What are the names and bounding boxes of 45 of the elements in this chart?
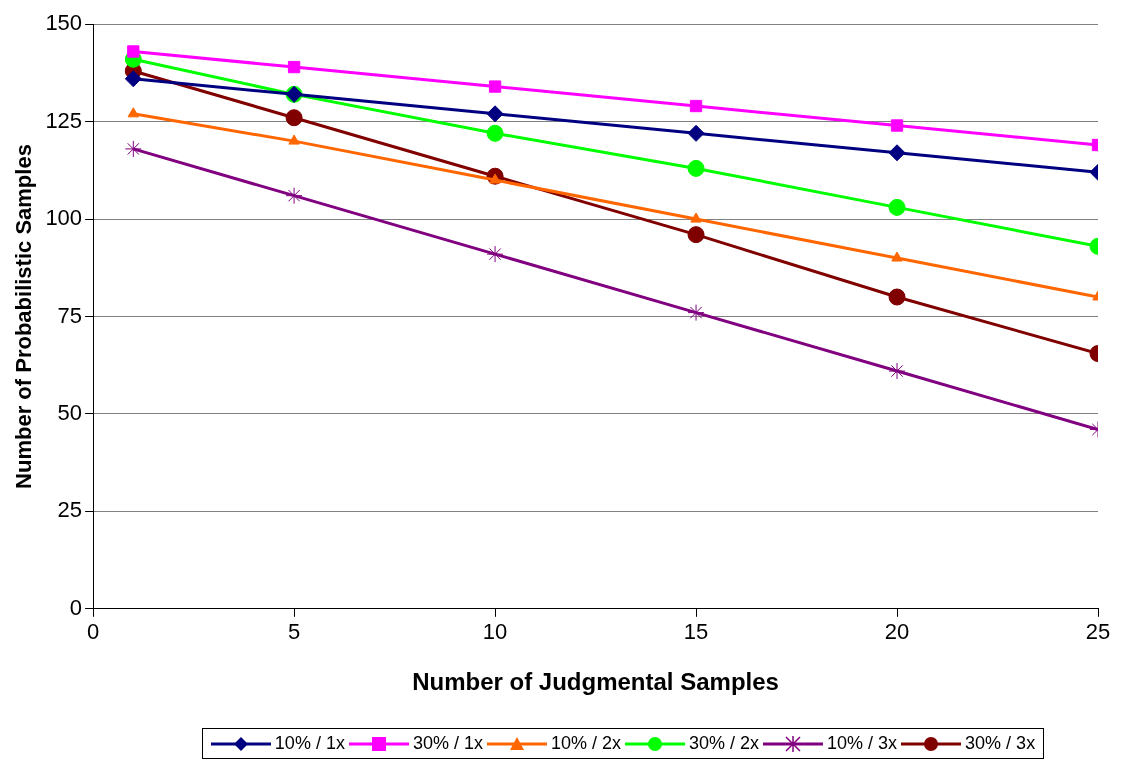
legend-label: 30% / 2x [689,733,760,753]
legend-label: 10% / 1x [274,733,345,753]
point [888,144,906,162]
point [890,119,904,132]
y-tick-label: 50 [57,400,83,425]
point [486,245,504,263]
legend-label: 10% / 2x [550,733,621,753]
y-tick-label: 150 [45,10,83,36]
y-axis-title: Number of Probabilistic Samples [11,144,37,489]
point [690,212,702,223]
point [488,80,502,93]
point [687,159,705,177]
point [486,105,504,123]
legend-label: 30% / 3x [965,733,1036,753]
x-tick-label: 0 [86,619,100,645]
y-tick-label: 25 [57,497,83,523]
x-tick-label: 20 [884,619,910,645]
point [687,304,705,322]
x-tick-label: 5 [287,619,301,645]
point [127,45,140,58]
point [888,362,906,380]
y-tick-label: 125 [45,107,83,133]
point [687,226,705,244]
y-tick-label: 75 [57,302,83,328]
point [124,140,142,158]
y-tick-label: 0 [69,594,83,620]
point [124,70,142,88]
point [486,124,504,142]
point [891,251,903,262]
y-tick-label: 100 [45,205,83,231]
point [888,288,906,306]
x-axis-title: Number of Judgmental Samples [412,668,779,696]
legend-label: 10% / 3x [827,733,898,753]
point [288,134,300,145]
point [285,187,303,205]
point [285,109,303,127]
point [127,107,139,118]
point [287,60,301,74]
x-tick-label: 15 [683,619,709,645]
x-tick-label: 10 [482,619,508,645]
point [689,99,703,113]
legend-label: 30% / 1x [412,733,483,753]
point [888,198,906,216]
x-tick-label: 25 [1085,619,1111,645]
point [687,124,705,142]
